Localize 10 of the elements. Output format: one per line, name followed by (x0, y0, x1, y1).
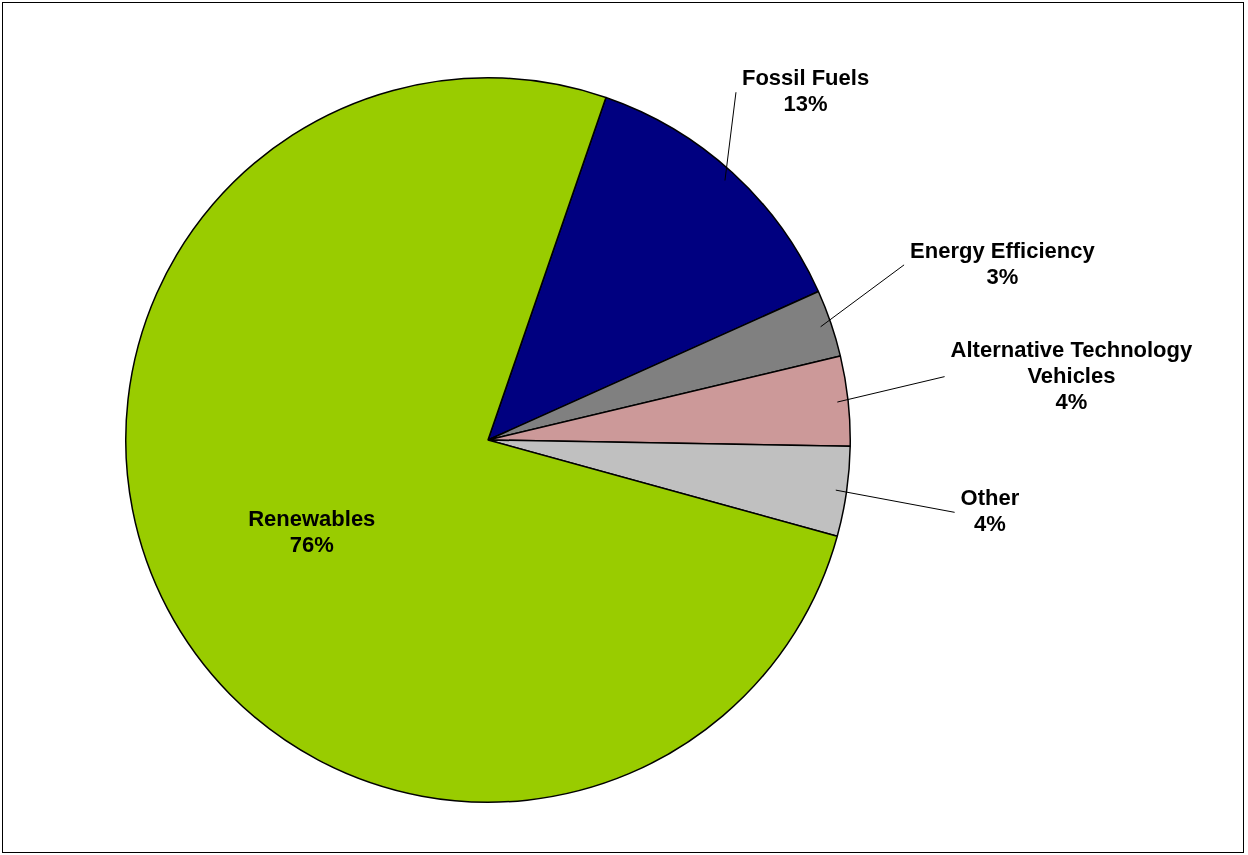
slice-label: Fossil Fuels (741, 65, 870, 91)
data-label: 76% (289, 531, 334, 557)
data-label: 4% (1055, 388, 1088, 414)
slice-label: Renewables (248, 505, 376, 531)
data-label: 3% (986, 263, 1019, 289)
slice-label: Energy Efficiency (910, 237, 1096, 263)
data-label: 4% (974, 511, 1006, 537)
data-label: 13% (783, 91, 828, 117)
slice-label: Alternative Technology Vehicles (950, 336, 1193, 388)
slice-label: Other (960, 485, 1020, 511)
